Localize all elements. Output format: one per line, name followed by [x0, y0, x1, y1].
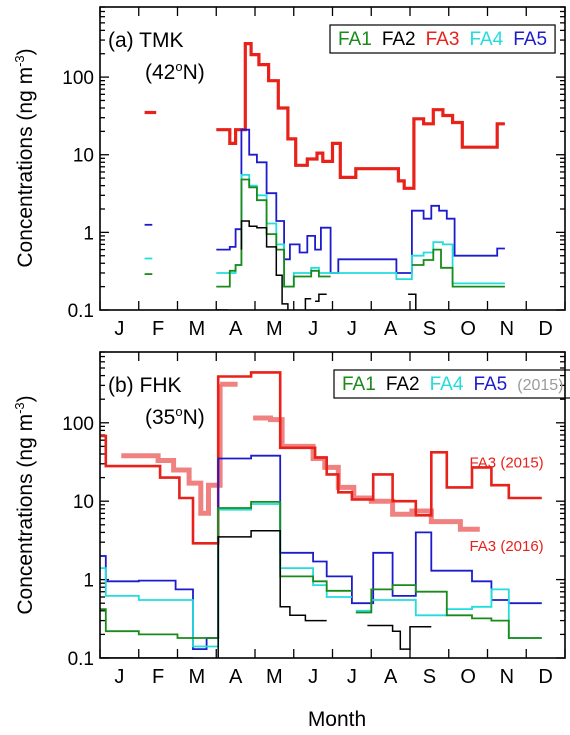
series-annotation: FA3 (2015) — [469, 454, 543, 471]
x-tick-label: M — [266, 318, 283, 340]
series-line — [216, 178, 331, 288]
legend-box — [333, 369, 570, 399]
series-line — [216, 174, 505, 288]
x-tick-label: D — [538, 666, 552, 688]
x-tick-label: J — [347, 318, 357, 340]
x-tick-label: J — [308, 666, 318, 688]
y-tick-label: 10 — [73, 146, 94, 167]
legend: FA1 FA2 FA4 FA5 (2015) — [333, 369, 570, 399]
series-line — [100, 371, 542, 545]
legend-item: FA4 — [430, 374, 464, 395]
x-tick-label: M — [266, 666, 283, 688]
y-tick-label: 100 — [62, 414, 94, 435]
x-tick-label: M — [189, 666, 206, 688]
x-tick-label: D — [538, 318, 552, 340]
y-tick-label: 100 — [62, 68, 94, 89]
series-line — [217, 529, 327, 658]
series-line — [408, 293, 417, 310]
legend-item: FA3 — [426, 29, 460, 50]
y-tick-label: 1 — [83, 223, 94, 244]
x-tick-label: J — [347, 666, 357, 688]
y-tick-label: 1 — [83, 571, 94, 592]
x-axis-label: Month — [308, 708, 366, 731]
series-layer — [100, 371, 542, 658]
y-axis-label: Concentrations (ng m-3) — [12, 395, 37, 614]
x-tick-label: S — [423, 318, 436, 340]
series-line — [355, 584, 542, 639]
x-tick-label: A — [229, 318, 243, 340]
panel-latitude: (42oN) — [145, 59, 205, 84]
legend: FA1 FA2 FA3 FA4 FA5 — [329, 24, 556, 54]
x-tick-label: O — [460, 318, 476, 340]
legend-item: FA5 — [513, 29, 547, 50]
series-line — [216, 128, 505, 274]
x-tick-label: F — [152, 666, 164, 688]
series-line — [100, 503, 352, 648]
series-line — [121, 384, 223, 516]
series-line — [240, 220, 289, 310]
panel-label: (b) FHK — [108, 374, 182, 397]
x-tick-label: O — [460, 666, 476, 688]
series-layer — [144, 42, 505, 310]
x-tick-label: F — [152, 318, 164, 340]
series-line — [411, 248, 505, 288]
plot-frame — [99, 6, 566, 311]
x-tick-label: A — [229, 666, 243, 688]
x-tick-label: A — [384, 318, 398, 340]
legend-item: FA2 — [386, 374, 420, 395]
legend-box — [329, 24, 556, 54]
series-annotation: FA3 (2016) — [469, 538, 543, 555]
series-line — [304, 297, 312, 310]
series-line — [100, 501, 352, 639]
legend-item: FA2 — [382, 29, 416, 50]
legend-item: (2015) — [517, 377, 563, 394]
x-tick-label: A — [384, 666, 398, 688]
series-line — [253, 415, 480, 532]
y-tick-label: 0.1 — [68, 301, 94, 322]
plot-frame — [99, 351, 566, 659]
y-tick-label: 10 — [73, 492, 94, 513]
x-tick-label: J — [308, 318, 318, 340]
series-line — [216, 42, 505, 190]
x-tick-label: J — [114, 318, 124, 340]
x-tick-label: N — [500, 318, 514, 340]
legend-item: FA1 — [342, 374, 376, 395]
panel-label: (a) TMK — [108, 29, 183, 52]
x-tick-label: J — [114, 666, 124, 688]
x-tick-label: M — [189, 318, 206, 340]
series-line — [367, 624, 432, 650]
legend-item: FA5 — [473, 374, 507, 395]
y-axis-label: Concentrations (ng m-3) — [12, 48, 37, 267]
x-tick-label: S — [423, 666, 436, 688]
legend-item: FA4 — [469, 29, 503, 50]
series-line — [355, 588, 542, 639]
x-tick-label: N — [500, 666, 514, 688]
chart-panel-1: 0.1 1 10 100 J F M A M J J A S O N D (a) TMK (42oN) FA1 FA2… — [62, 6, 566, 340]
series-line — [315, 293, 327, 302]
legend-item: FA1 — [338, 29, 372, 50]
chart-panel-2: 0.1 1 10 100 J F M A M J J A S O N D (b) FHK (35oN) FA1 FA2… — [62, 351, 570, 688]
series-line — [100, 454, 542, 650]
y-tick-label: 0.1 — [68, 649, 94, 670]
panel-latitude: (35oN) — [145, 404, 205, 429]
